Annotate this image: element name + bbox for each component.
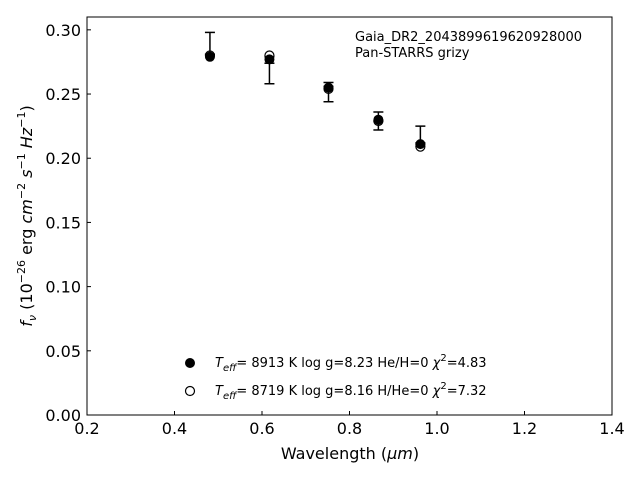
y-axis-label: fν (10−26 erg cm−2 s−1 Hz−1)	[15, 105, 39, 326]
x-axis-label: Wavelength (μm)	[281, 444, 419, 463]
filled-point-4	[415, 139, 426, 150]
x-axis: 0.2 0.4 0.6 0.8 1.0 1.2 1.4	[74, 411, 625, 438]
y-tick-label-0: 0.00	[45, 406, 81, 425]
y-tick-label-4: 0.20	[45, 149, 81, 168]
open-point-4	[415, 141, 426, 152]
x-tick-label-1: 0.4	[162, 419, 187, 438]
model-points	[204, 50, 426, 152]
legend: Teff= 8913 K log g=8.23 He/H=0 χ2=4.83 T…	[184, 353, 487, 402]
open-point-3	[373, 115, 384, 127]
y-tick-label-2: 0.10	[45, 278, 81, 297]
x-tick-label-2: 0.6	[249, 419, 274, 438]
open-point-0	[204, 50, 216, 61]
y-tick-label-3: 0.15	[45, 213, 81, 232]
open-point-2	[323, 83, 334, 94]
y-tick-label-5: 0.25	[45, 85, 81, 104]
survey-annotation: Pan-STARRS grizy	[355, 46, 470, 61]
x-tick-label-0: 0.2	[74, 419, 99, 438]
x-tick-label-6: 1.4	[599, 419, 624, 438]
y-axis: 0.00 0.05 0.10 0.15 0.20 0.25 0.30	[45, 21, 91, 425]
y-tick-label-1: 0.05	[45, 342, 81, 361]
legend-entry-1: Teff= 8913 K log g=8.23 He/H=0 χ2=4.83	[215, 353, 487, 374]
open-point-1	[264, 50, 275, 61]
x-tick-label-4: 1.0	[424, 419, 449, 438]
legend-entry-2: Teff= 8719 K log g=8.16 H/He=0 χ2=7.32	[215, 381, 487, 402]
object-id-annotation: Gaia_DR2_2043899619620928000	[355, 30, 582, 45]
x-tick-label-3: 0.8	[337, 419, 362, 438]
legend-marker-open	[184, 385, 196, 397]
y-tick-label-6: 0.30	[45, 21, 81, 40]
filled-point-1	[264, 54, 275, 65]
x-tick-label-5: 1.2	[512, 419, 537, 438]
legend-marker-filled	[185, 358, 195, 368]
